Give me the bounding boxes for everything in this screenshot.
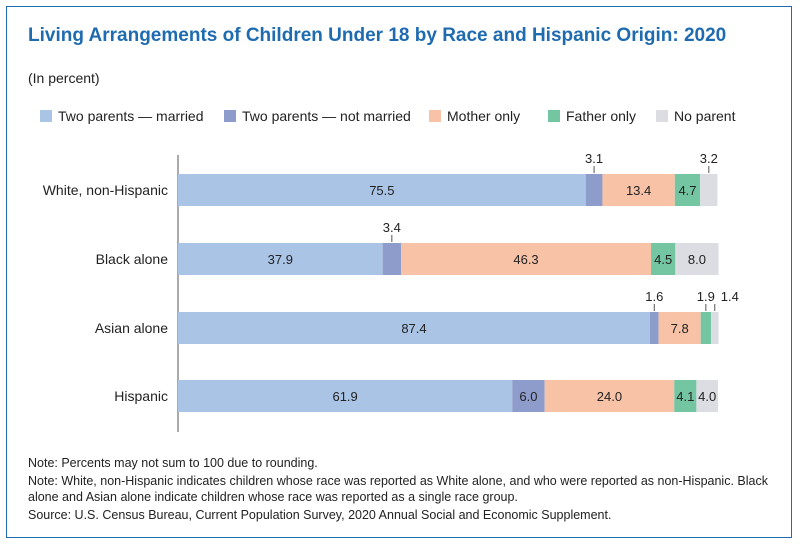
data-label: 37.9 [268,252,293,267]
bar-mother-only [602,174,675,206]
data-label: 3.4 [383,220,401,235]
chart-title: Living Arrangements of Children Under 18… [28,25,727,46]
bar-two-parents-not-married [382,243,402,275]
data-label: 3.1 [585,151,603,166]
source-note: Source: U.S. Census Bureau, Current Popu… [28,508,612,522]
category-label: Hispanic [114,388,168,404]
legend-swatch [548,110,560,122]
bar-father-only [674,174,701,206]
bar-father-only [700,312,711,344]
bar-mother-only [401,243,652,275]
data-label: 8.0 [688,252,706,267]
legend-label: No parent [674,108,736,124]
legend-swatch [429,110,441,122]
bar-mother-only [658,312,701,344]
bar-two-parents-not-married [649,312,659,344]
bar-two-parents-not-married [512,380,545,412]
legend-label: Father only [566,108,637,124]
data-label: 4.5 [654,252,672,267]
category-label: Asian alone [95,320,168,336]
bar-two-parents-married [178,174,586,206]
legend-label: Mother only [447,108,521,124]
category-label: White, non-Hispanic [43,182,168,198]
legend-swatch [656,110,668,122]
bar-two-parents-not-married [585,174,603,206]
data-label: 4.7 [678,183,696,198]
chart-subtitle: (In percent) [28,70,100,86]
bar-no-parent [696,380,718,412]
data-label: 7.8 [671,321,689,336]
data-label: 4.1 [676,389,694,404]
data-label: 4.0 [698,389,716,404]
bar-no-parent [700,174,718,206]
legend-swatch [224,110,236,122]
legend-swatch [40,110,52,122]
legend-label: Two parents — not married [242,108,411,124]
data-label: 24.0 [597,389,622,404]
bar-two-parents-married [178,380,513,412]
data-label: 3.2 [700,151,718,166]
bar-mother-only [544,380,675,412]
data-label: 1.9 [697,289,715,304]
data-label: 75.5 [369,183,394,198]
notes: Note: Percents may not sum to 100 due to… [28,455,768,525]
bar-father-only [674,380,697,412]
legend-label: Two parents — married [58,108,204,124]
data-label: 1.4 [721,289,739,304]
category-label: Black alone [96,251,169,267]
note-rounding: Note: Percents may not sum to 100 due to… [28,456,318,470]
data-label: 1.6 [645,289,663,304]
bar-no-parent [710,312,719,344]
data-label: 46.3 [513,252,538,267]
bar-father-only [651,243,676,275]
note-definitions: Note: White, non-Hispanic indicates chil… [28,474,768,504]
data-label: 13.4 [626,183,651,198]
bar-two-parents-married [178,243,383,275]
bar-two-parents-married [178,312,650,344]
data-label: 6.0 [519,389,537,404]
bar-no-parent [675,243,719,275]
data-label: 87.4 [401,321,426,336]
data-label: 61.9 [332,389,357,404]
